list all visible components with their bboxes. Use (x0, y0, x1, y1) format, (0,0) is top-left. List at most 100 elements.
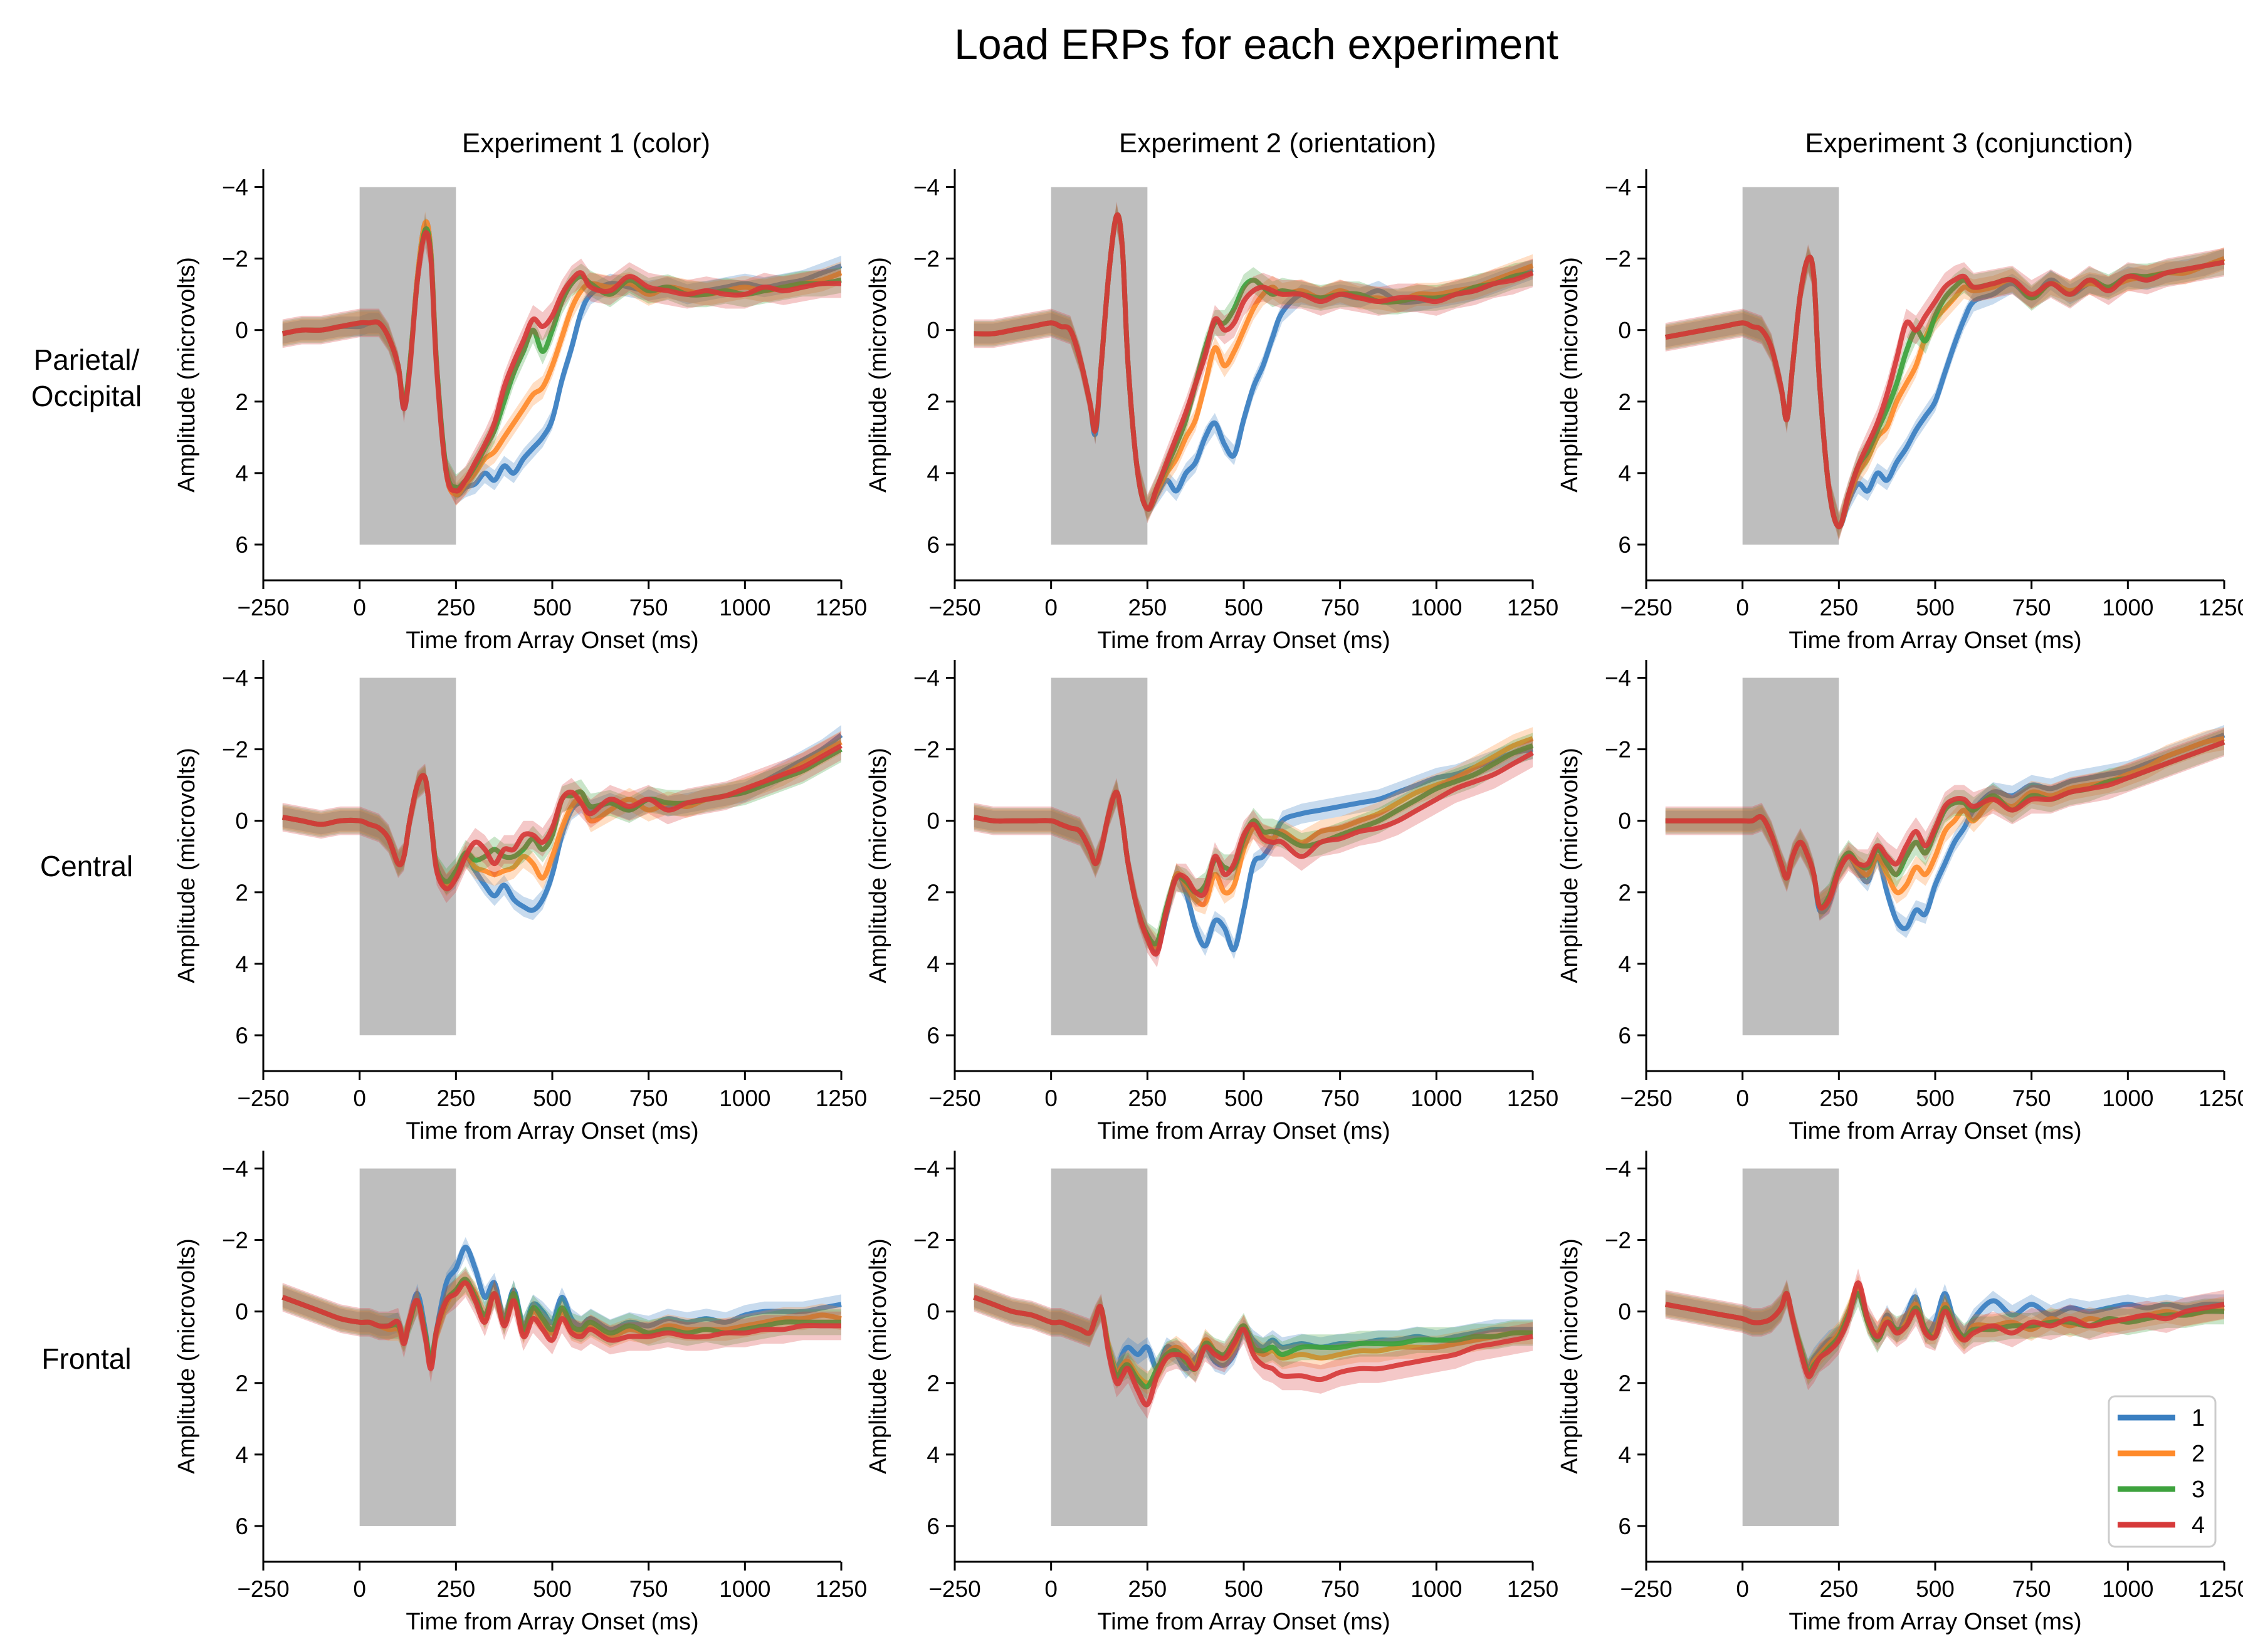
series-3-ci-band (1665, 246, 2224, 540)
x-tick-label: 1250 (2198, 1576, 2243, 1602)
series-4-line (973, 750, 1534, 957)
y-tick-label: 4 (235, 1442, 248, 1468)
x-tick-label: 0 (1736, 1085, 1749, 1111)
y-tick-label: 6 (927, 532, 940, 558)
x-tick-label: 1250 (1507, 1576, 1558, 1602)
x-axis-label: Time from Array Onset (ms) (1789, 1118, 2081, 1144)
x-tick-label: 750 (2012, 1576, 2051, 1602)
x-tick-label: 1000 (719, 1576, 770, 1602)
panel-r2-c1: −4 −2 0 2 4 6 −250 0 250 500 750 1000 1250 Time from … (174, 660, 867, 1144)
y-tick-label: 4 (1618, 951, 1631, 977)
y-tick-label: −2 (222, 737, 248, 763)
x-tick-label: 500 (1224, 595, 1263, 620)
series-1-ci-band (1665, 1280, 2224, 1379)
x-axis-label: Time from Array Onset (ms) (406, 1118, 698, 1144)
y-tick-label: −2 (1605, 246, 1631, 272)
y-tick-label: 0 (1618, 1299, 1631, 1325)
series-4-line (1665, 254, 2225, 530)
legend-label-3: 3 (2192, 1477, 2205, 1503)
series-2-ci-band (282, 730, 841, 897)
y-tick-label: −2 (1605, 737, 1631, 763)
series-4-line (281, 1280, 841, 1371)
panel-r3-c3: −4 −2 0 2 4 6 −250 0 250 500 750 1000 1250 Time from … (1557, 1151, 2243, 1635)
x-tick-label: 1250 (816, 1085, 867, 1111)
series-4-ci-band (282, 1268, 841, 1383)
x-tick-label: 250 (436, 1085, 475, 1111)
x-tick-label: 1250 (1507, 595, 1558, 620)
x-tick-label: −250 (928, 1576, 980, 1602)
y-tick-label: 2 (927, 1371, 940, 1396)
x-tick-label: 750 (1321, 1576, 1360, 1602)
x-tick-label: 1250 (2198, 595, 2243, 620)
x-tick-label: 250 (1819, 1085, 1858, 1111)
series-1-ci-band (1665, 248, 2224, 537)
panel-r1-c2: −4 −2 0 2 4 6 −250 0 250 500 750 1000 1250 Time from … (865, 169, 1558, 654)
x-tick-label: 1250 (816, 1576, 867, 1602)
y-axis-label: Amplitude (microvolts) (174, 748, 200, 983)
y-tick-label: 6 (1618, 1023, 1631, 1048)
x-axis-label: Time from Array Onset (ms) (1789, 627, 2081, 654)
row-label-central: Central (40, 850, 133, 882)
x-tick-label: −250 (1620, 595, 1672, 620)
row-label-parietal-occipital-line1: Parietal/ (34, 343, 140, 376)
x-tick-label: 0 (1736, 595, 1749, 620)
x-axis-label: Time from Array Onset (ms) (406, 627, 698, 654)
y-tick-label: −4 (222, 666, 248, 691)
y-tick-label: 2 (235, 880, 248, 906)
row-label-parietal-occipital: Parietal/ Occipital (31, 343, 142, 412)
y-tick-label: 0 (235, 1299, 248, 1325)
y-tick-label: −2 (222, 1228, 248, 1253)
x-axis-label: Time from Array Onset (ms) (1789, 1609, 2081, 1635)
x-axis-label: Time from Array Onset (ms) (1097, 1609, 1390, 1635)
x-tick-label: 250 (1819, 595, 1858, 620)
legend-label-4: 4 (2192, 1512, 2205, 1539)
legend-label-2: 2 (2192, 1441, 2205, 1467)
y-axis-label: Amplitude (microvolts) (1557, 1238, 1583, 1474)
y-tick-label: 4 (927, 951, 940, 977)
legend-label-1: 1 (2192, 1405, 2205, 1431)
series-1-ci-band (282, 212, 841, 505)
x-tick-label: 250 (1128, 1085, 1167, 1111)
x-tick-label: 1000 (2102, 1576, 2153, 1602)
y-tick-label: 6 (1618, 1513, 1631, 1539)
y-tick-label: −2 (913, 737, 940, 763)
y-tick-label: −4 (913, 1156, 940, 1182)
series-4-line (281, 230, 842, 494)
x-tick-label: 0 (1736, 1576, 1749, 1602)
y-tick-label: −4 (913, 175, 940, 201)
column-title-experiment-1: Experiment 1 (color) (462, 128, 710, 159)
y-tick-label: 6 (927, 1513, 940, 1539)
x-tick-label: 500 (1916, 1085, 1955, 1111)
x-tick-label: 500 (1224, 1576, 1263, 1602)
y-tick-label: 2 (927, 880, 940, 906)
x-tick-label: 1250 (816, 595, 867, 620)
x-axis-label: Time from Array Onset (ms) (406, 1609, 698, 1635)
y-tick-label: 2 (1618, 389, 1631, 415)
x-tick-label: 1000 (2102, 595, 2153, 620)
x-tick-label: 1000 (719, 1085, 770, 1111)
x-tick-label: −250 (928, 595, 980, 620)
series-4-line (974, 212, 1534, 512)
y-tick-label: 2 (235, 389, 248, 415)
y-tick-label: 4 (235, 951, 248, 977)
x-tick-label: 750 (1321, 595, 1360, 620)
y-tick-label: 2 (1618, 880, 1631, 906)
x-axis-label: Time from Array Onset (ms) (1097, 1118, 1390, 1144)
y-tick-label: −2 (913, 246, 940, 272)
y-axis-label: Amplitude (microvolts) (865, 1238, 891, 1474)
row-label-parietal-occipital-line2: Occipital (31, 380, 142, 412)
x-tick-label: 0 (1044, 1085, 1058, 1111)
panel-r1-c1: −4 −2 0 2 4 6 −250 0 250 500 750 1000 1250 Time from … (174, 169, 867, 654)
x-tick-label: 1250 (2198, 1085, 2243, 1111)
series-4-line (1665, 1280, 2225, 1379)
y-axis-label: Amplitude (microvolts) (174, 257, 200, 493)
y-tick-label: −4 (1605, 175, 1631, 201)
y-tick-label: 0 (927, 808, 940, 834)
x-tick-label: 1000 (1410, 1576, 1462, 1602)
y-tick-label: 4 (1618, 461, 1631, 486)
y-tick-label: 6 (235, 1513, 248, 1539)
x-tick-label: −250 (237, 595, 289, 620)
series-2-ci-band (282, 211, 841, 506)
y-tick-label: 0 (927, 1299, 940, 1325)
